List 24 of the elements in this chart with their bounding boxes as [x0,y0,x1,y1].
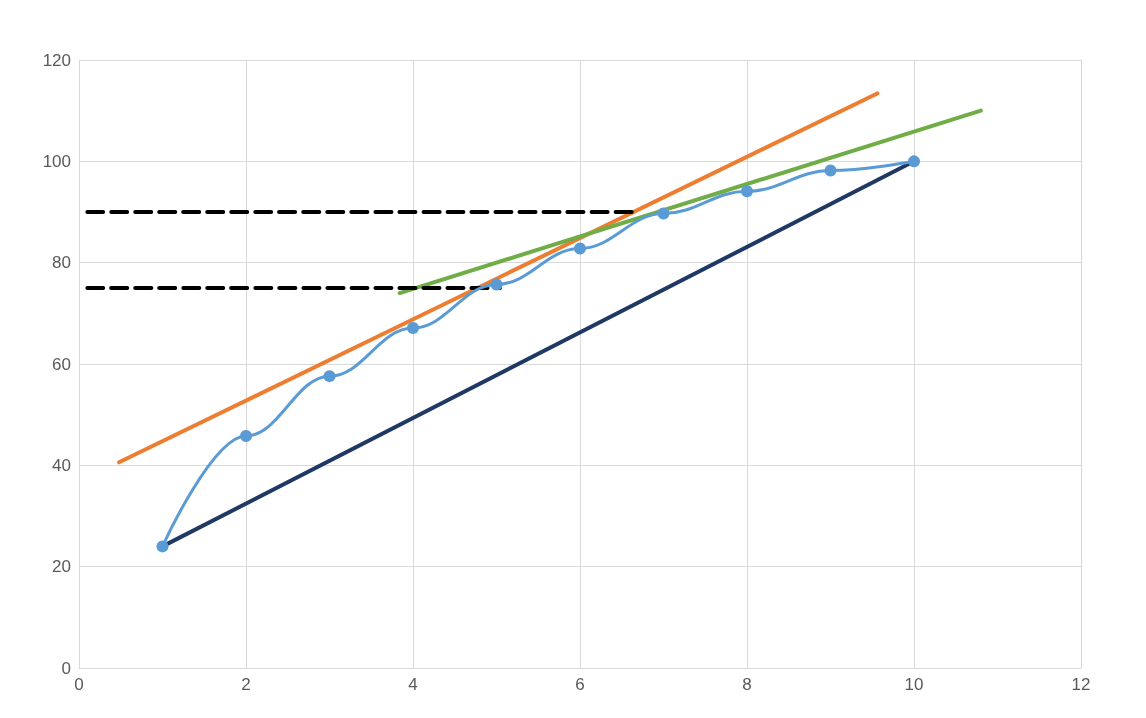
x-tick-label: 12 [1071,675,1091,694]
x-tick-label: 2 [241,675,251,694]
point [407,322,419,335]
y-tick-label: 120 [42,50,71,70]
y-tick-label: 60 [52,354,71,374]
point [323,370,336,383]
x-tick-label: 8 [742,675,752,694]
point [574,242,586,255]
y-tick-label: 20 [52,557,71,577]
x-tick-label: 6 [575,675,585,694]
point [156,540,169,553]
y-tick-label: 40 [52,455,71,475]
y-tick-label: 100 [42,151,71,171]
point [824,164,837,177]
x-tick-label: 0 [74,675,84,694]
point [240,429,252,442]
x-tick-label: 4 [408,675,418,694]
y-tick-label: 80 [52,253,71,273]
point [908,155,920,168]
point [741,185,753,198]
point [490,278,503,291]
point [657,207,670,220]
x-tick-label: 10 [904,675,924,694]
y-tick-label: 0 [61,658,71,678]
